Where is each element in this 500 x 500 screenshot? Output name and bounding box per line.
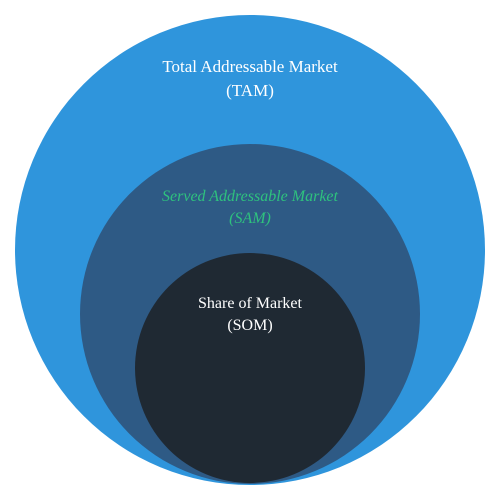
sam-acronym: (SAM) (80, 208, 420, 230)
som-acronym: (SOM) (135, 315, 365, 337)
tam-title: Total Addressable Market (15, 55, 485, 79)
sam-label: Served Addressable Market (SAM) (80, 186, 420, 231)
tam-label: Total Addressable Market (TAM) (15, 55, 485, 103)
som-circle: Share of Market (SOM) (135, 253, 365, 483)
tam-acronym: (TAM) (15, 79, 485, 103)
som-title: Share of Market (135, 293, 365, 315)
sam-title: Served Addressable Market (80, 186, 420, 208)
som-label: Share of Market (SOM) (135, 293, 365, 338)
